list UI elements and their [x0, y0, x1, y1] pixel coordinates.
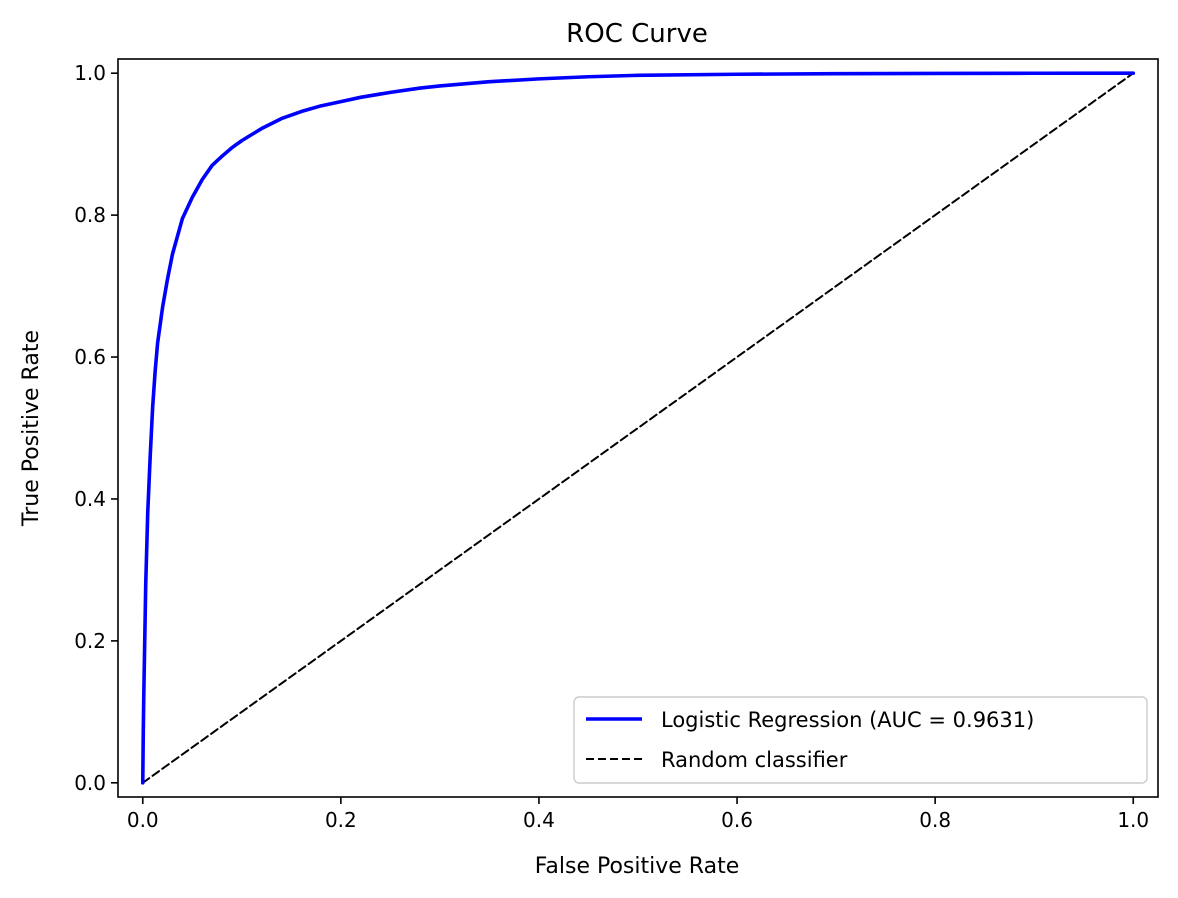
x-tick-label: 0.2: [325, 808, 357, 832]
y-tick-label: 0.8: [74, 203, 106, 227]
x-tick-label: 0.8: [919, 808, 951, 832]
y-tick-label: 1.0: [74, 61, 106, 85]
plot-lines: [140, 71, 1136, 785]
chart-title: ROC Curve: [566, 19, 708, 49]
legend-label-random: Random classifier: [661, 748, 848, 772]
legend-box: [573, 696, 1148, 784]
random-classifier-line: [141, 72, 1135, 784]
y-axis-label: True Positive Rate: [19, 330, 44, 527]
x-axis-ticks: 0.0 0.2 0.4 0.6 0.8 1.0: [127, 797, 1149, 832]
legend: Logistic Regression (AUC = 0.9631) Rando…: [573, 696, 1148, 784]
roc-curve-line: [140, 71, 1136, 785]
y-tick-label: 0.4: [74, 487, 106, 511]
x-tick-label: 0.6: [721, 808, 753, 832]
y-tick-label: 0.0: [74, 771, 106, 795]
y-tick-label: 0.6: [74, 345, 106, 369]
x-tick-label: 0.4: [523, 808, 555, 832]
legend-label-logistic: Logistic Regression (AUC = 0.9631): [661, 708, 1034, 732]
plot-frame: [117, 58, 1159, 798]
x-tick-label: 0.0: [127, 808, 159, 832]
x-tick-label: 1.0: [1117, 808, 1149, 832]
x-axis-label: False Positive Rate: [535, 854, 739, 879]
y-axis-ticks: 0.0 0.2 0.4 0.6 0.8 1.0: [74, 61, 118, 795]
y-tick-label: 0.2: [74, 629, 106, 653]
